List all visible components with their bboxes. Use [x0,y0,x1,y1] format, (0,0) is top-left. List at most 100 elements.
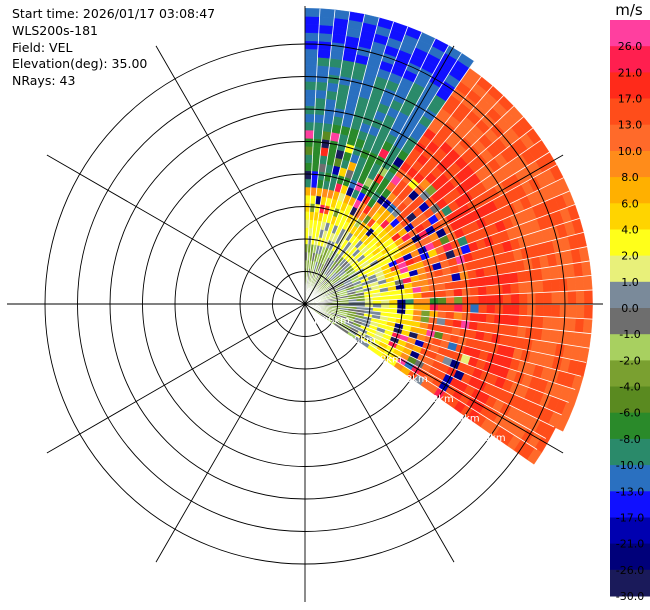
velocity-gate [551,304,561,318]
ray-separator [304,303,607,321]
velocity-gate [304,194,311,204]
velocity-gate [582,318,593,334]
ray-separator [304,111,530,305]
field-label: Field: VEL [12,39,73,55]
velocity-gate [322,122,333,133]
colorbar-tick: -13.0 [616,485,644,498]
ray-separator [304,26,409,305]
velocity-gate [542,316,552,330]
ray-separator [304,70,487,305]
ray-separator [304,288,607,305]
velocity-gate [304,162,313,172]
ray-separator [304,79,499,305]
velocity-gate [581,260,592,277]
ray-separator [304,38,436,305]
velocity-gate [470,304,480,314]
colorbar-swatch [610,438,650,466]
velocity-gate [534,280,544,294]
colorbar-tick: -21.0 [616,538,644,551]
velocity-gate [397,304,406,310]
velocity-gate [558,277,569,292]
velocity-gate [304,138,314,147]
velocity-gate [304,186,312,196]
colorbar-swatch [610,491,650,518]
velocity-gate [510,293,520,305]
start-time-label: Start time: 2026/01/17 03:08:47 [12,6,216,21]
ray-separator [304,100,520,305]
colorbar-swatch [610,72,650,100]
range-ring-label: 5.00km [416,394,454,405]
velocity-gate [304,105,316,115]
velocity-gate [500,324,511,336]
velocity-gate [314,97,327,108]
velocity-gate [304,121,315,131]
colorbar-unit: m/s [615,1,643,19]
ray-separator [304,8,321,305]
velocity-gate [500,272,511,285]
velocity-gate [518,304,528,316]
colorbar-swatch [610,150,650,178]
ray-separator [304,303,562,416]
velocity-gate [493,284,504,295]
velocity-gate [311,170,319,180]
colorbar-tick: -10.0 [616,459,644,472]
velocity-gate [311,162,320,172]
ray-separator [304,52,462,305]
velocity-gate [445,304,455,313]
azimuth-spoke [304,303,564,454]
velocity-gate [304,113,315,123]
velocity-gate [535,292,545,305]
velocity-gate [461,312,471,322]
velocity-gate [580,332,592,349]
velocity-gate [323,114,335,125]
ray-separator [304,199,589,305]
velocity-gate [317,48,332,59]
colorbar-tick: -8.0 [619,433,640,446]
velocity-gate [468,320,479,331]
info-block: Start time: 2026/01/17 03:08:47 WLS200s-… [12,6,215,90]
colorbar-tick: 1.0 [621,276,639,289]
colorbar-swatch [610,255,650,283]
ray-separator [304,228,598,305]
velocity-gate [304,73,317,82]
azimuth-spoke [304,45,455,305]
velocity-gate [304,154,313,164]
ray-separator [304,122,540,305]
velocity-gate [316,65,330,75]
ray-separator [304,303,555,428]
velocity-gate [437,304,447,312]
velocity-gate [315,89,327,99]
ray-separator [304,9,336,305]
ray-separator [304,61,475,305]
velocity-gate [445,296,455,305]
ray-separator [304,170,577,305]
ray-separator [304,213,594,305]
velocity-gate [476,276,487,287]
velocity-gate [312,146,322,156]
colorbar-tick: 13.0 [618,119,643,132]
velocity-gate [304,8,321,17]
velocity-gate [476,321,487,333]
velocity-gate [510,304,520,316]
velocity-gate [478,294,488,305]
range-ring-label: 2.00km [338,335,376,346]
ray-separator [304,258,604,305]
velocity-gate [313,121,324,132]
velocity-gate [462,295,471,305]
velocity-gate [304,81,317,91]
colorbar-tick: 2.0 [621,250,639,263]
velocity-gate [494,294,504,305]
ray-separator [304,17,380,305]
velocity-gate [304,40,319,50]
colorbar-swatch [610,20,650,47]
ray-separator [304,32,423,305]
velocity-gate [535,304,545,317]
ray-separator [304,14,365,305]
velocity-gate [468,277,479,288]
velocity-gate [304,178,312,188]
velocity-gate [304,129,315,139]
colorbar-tick: 26.0 [618,40,643,53]
colorbar-tick: 10.0 [618,145,643,158]
ray-separator [304,147,557,305]
velocity-gate [317,40,332,51]
